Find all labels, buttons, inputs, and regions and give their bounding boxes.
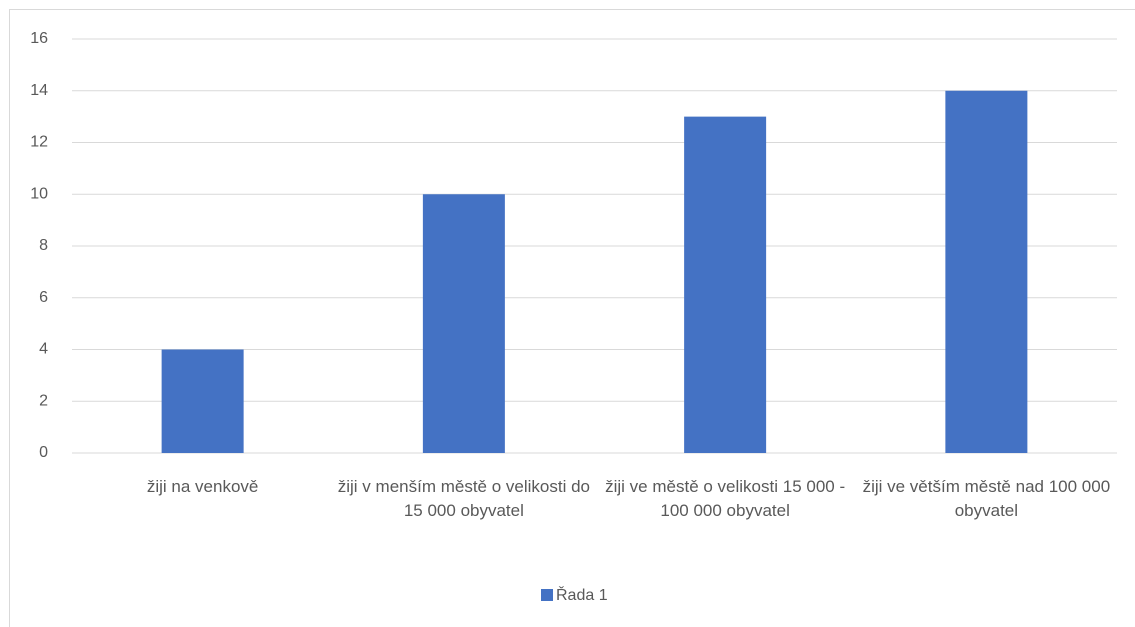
- chart-border: [9, 9, 1135, 627]
- bar: [684, 116, 767, 453]
- bar: [422, 194, 505, 453]
- y-tick-label: 6: [39, 289, 48, 306]
- y-tick-label: 2: [39, 392, 48, 409]
- y-tick-label: 16: [30, 30, 48, 47]
- legend-label: Řada 1: [556, 585, 608, 604]
- bar: [945, 90, 1028, 453]
- y-tick-label: 10: [30, 185, 48, 202]
- y-tick-label: 4: [39, 341, 48, 358]
- x-tick-label: žiji ve větším městě nad 100 000 obyvate…: [862, 477, 1111, 520]
- y-tick-label: 14: [30, 82, 48, 99]
- y-tick-label: 12: [30, 134, 48, 151]
- y-tick-label: 0: [39, 444, 48, 461]
- legend-swatch: [541, 589, 553, 601]
- bar: [161, 349, 244, 453]
- x-tick-label: žiji na venkově: [146, 477, 259, 496]
- y-tick-label: 8: [39, 237, 48, 254]
- x-tick-label: žiji ve městě o velikosti 15 000 - 100 0…: [605, 477, 846, 520]
- x-tick-label: žiji v menším městě o velikosti do 15 00…: [337, 477, 590, 520]
